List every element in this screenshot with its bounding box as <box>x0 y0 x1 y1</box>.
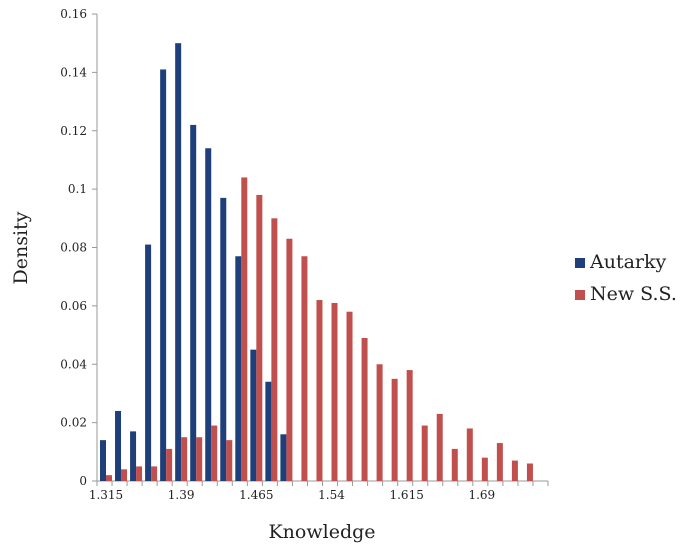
new-ss-bar <box>256 194 263 481</box>
new-ss-bar <box>451 448 458 481</box>
x-tick-label: 1.315 <box>89 488 123 502</box>
y-tick-label: 0.04 <box>60 357 87 371</box>
new-ss-bar <box>511 460 518 481</box>
y-tick-label: 0.16 <box>60 7 87 21</box>
new-ss-bar <box>136 466 143 481</box>
legend: Autarky New S.S. <box>575 251 677 305</box>
new-ss-bar <box>376 364 383 481</box>
x-tick-label: 1.54 <box>318 488 345 502</box>
new-ss-bar <box>241 177 248 481</box>
x-tick-label: 1.465 <box>239 488 273 502</box>
y-tick-group: 0 0.02 0.04 0.06 0.08 0.1 0.12 0.14 0.16 <box>60 7 97 488</box>
y-tick-label: 0 <box>79 474 87 488</box>
autarky-bar <box>250 349 257 481</box>
new-ss-bar <box>361 337 368 481</box>
new-ss-bar <box>496 443 503 481</box>
legend-label: Autarky <box>589 251 667 273</box>
new-ss-bar <box>391 378 398 481</box>
new-ss-bar <box>331 302 338 481</box>
y-axis-title: Density <box>10 211 32 284</box>
x-tick-label: 1.615 <box>389 488 423 502</box>
new-ss-bar <box>301 256 308 481</box>
new-ss-bar <box>166 448 173 481</box>
autarky-bar <box>220 197 227 481</box>
autarky-bar <box>235 256 242 481</box>
x-axis-title: Knowledge <box>268 521 375 543</box>
new-ss-bar <box>436 413 443 481</box>
legend-label: New S.S. <box>590 283 677 305</box>
new-ss-bar <box>196 437 203 481</box>
legend-swatch <box>575 290 585 300</box>
y-tick-label: 0.14 <box>60 65 87 79</box>
new-ss-bar <box>106 475 112 481</box>
autarky-bar <box>175 43 182 481</box>
new-ss-bar <box>526 463 533 481</box>
y-tick-label: 0.08 <box>60 241 87 255</box>
new-ss-bar <box>316 300 323 481</box>
new-ss-bar <box>211 425 218 481</box>
new-ss-bar <box>286 238 293 481</box>
y-tick-label: 0.1 <box>68 182 87 196</box>
new-ss-bar <box>466 428 473 481</box>
new-ss-bar <box>271 218 278 481</box>
bar-group <box>100 43 533 482</box>
y-tick-label: 0.06 <box>60 299 87 313</box>
autarky-bar <box>190 124 197 481</box>
autarky-bar <box>205 148 212 481</box>
new-ss-bar <box>181 437 188 481</box>
new-ss-bar <box>421 425 428 481</box>
autarky-bar <box>160 69 167 482</box>
autarky-bar <box>130 431 137 481</box>
x-tick-group: 1.315 1.39 1.465 1.54 1.615 1.69 <box>89 481 549 502</box>
x-tick-label: 1.69 <box>468 488 495 502</box>
legend-swatch <box>575 258 585 268</box>
new-ss-bar <box>346 311 353 481</box>
new-ss-bar <box>121 469 128 481</box>
new-ss-bar <box>151 466 158 481</box>
autarky-bar <box>265 381 272 481</box>
y-tick-label: 0.12 <box>60 124 87 138</box>
autarky-bar <box>280 434 287 481</box>
new-ss-bar <box>226 440 233 481</box>
autarky-bar <box>145 244 152 481</box>
new-ss-bar <box>406 370 413 481</box>
autarky-bar <box>115 410 122 481</box>
autarky-bar <box>100 440 106 481</box>
x-axis: 1.315 1.39 1.465 1.54 1.615 1.69 <box>89 480 549 502</box>
y-tick-label: 0.02 <box>60 416 87 430</box>
new-ss-bar <box>481 457 488 481</box>
y-axis: 0 0.02 0.04 0.06 0.08 0.1 0.12 0.14 0.16 <box>60 7 98 488</box>
x-tick-label: 1.39 <box>168 488 195 502</box>
